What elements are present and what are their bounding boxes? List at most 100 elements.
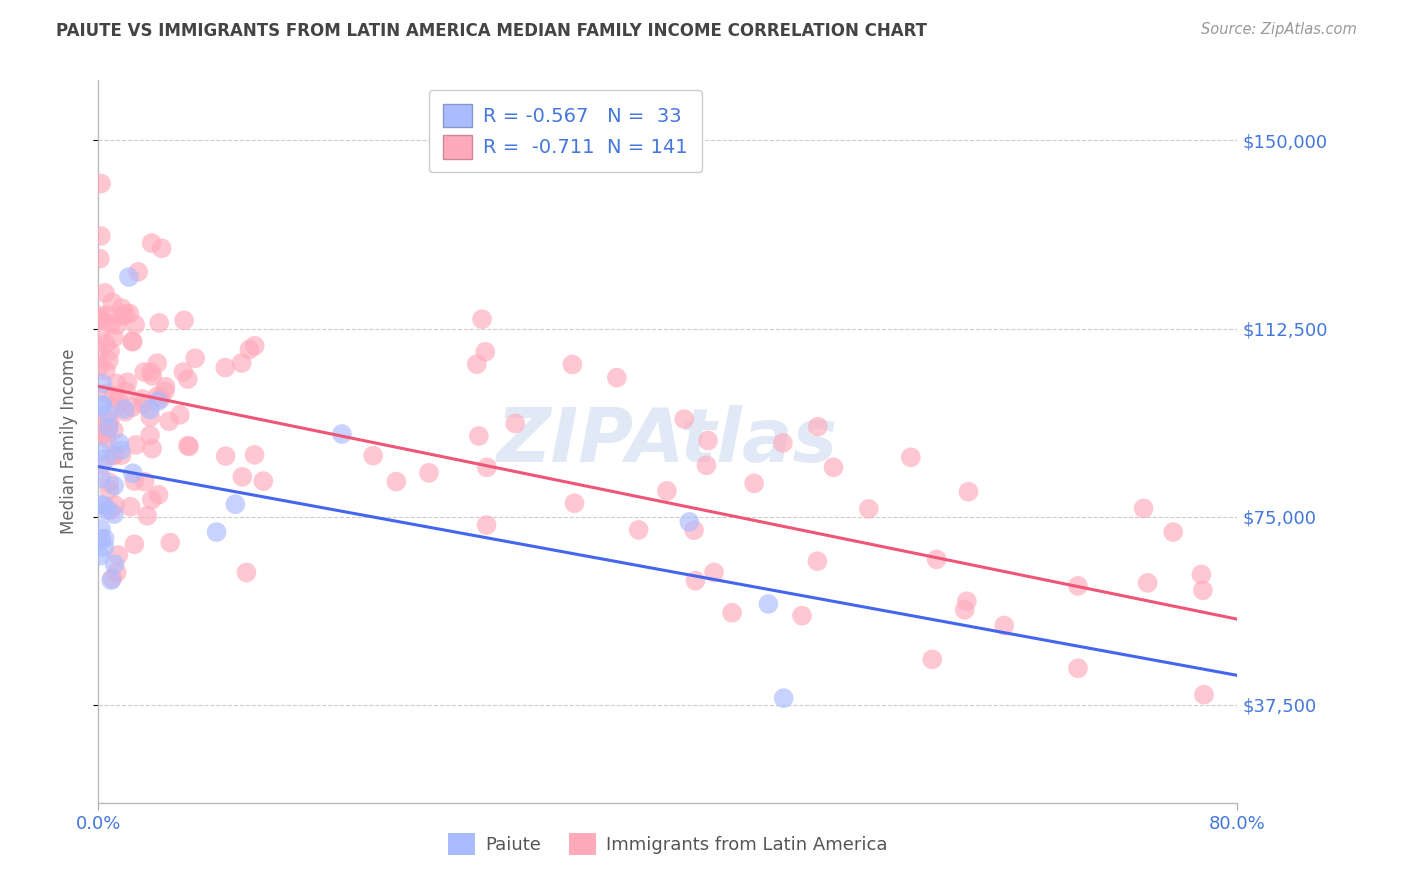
Point [149, 392, 172, 406]
Point [772, 691, 794, 706]
Point [89, 311, 111, 326]
Point [97, 353, 120, 368]
Point [105, 376, 128, 391]
Point [111, 309, 134, 323]
Point [98, 483, 121, 497]
Point [790, 608, 813, 623]
Point [90, 532, 112, 546]
Point [134, 365, 156, 379]
Point [103, 557, 125, 571]
Point [957, 484, 980, 499]
Point [98, 344, 121, 359]
Point [475, 518, 498, 533]
Point [124, 537, 146, 551]
Point [471, 312, 494, 326]
Point [89, 309, 111, 323]
Point [100, 503, 122, 517]
Point [108, 436, 131, 450]
Point [148, 488, 170, 502]
Point [1136, 575, 1159, 590]
Point [205, 524, 228, 539]
Point [146, 389, 169, 403]
Point [96, 503, 118, 517]
Point [91, 427, 114, 442]
Text: PAIUTE VS IMMIGRANTS FROM LATIN AMERICA MEDIAN FAMILY INCOME CORRELATION CHART: PAIUTE VS IMMIGRANTS FROM LATIN AMERICA … [56, 22, 927, 40]
Point [103, 331, 125, 345]
Point [89, 344, 111, 359]
Point [96, 386, 118, 401]
Point [96, 426, 118, 441]
Point [118, 307, 141, 321]
Point [148, 393, 170, 408]
Point [173, 313, 195, 327]
Point [993, 618, 1015, 632]
Point [141, 368, 163, 383]
Text: Source: ZipAtlas.com: Source: ZipAtlas.com [1201, 22, 1357, 37]
Point [235, 566, 257, 580]
Point [685, 574, 707, 588]
Point [97, 414, 120, 428]
Point [742, 476, 765, 491]
Point [806, 554, 828, 568]
Point [89, 497, 111, 511]
Point [114, 405, 136, 419]
Point [114, 402, 136, 417]
Point [139, 402, 162, 417]
Point [114, 307, 136, 321]
Point [721, 606, 744, 620]
Point [503, 417, 526, 431]
Point [184, 351, 207, 366]
Point [118, 270, 141, 285]
Point [104, 400, 127, 414]
Point [117, 375, 139, 389]
Point [110, 448, 132, 462]
Point [91, 376, 114, 391]
Point [361, 449, 384, 463]
Point [224, 497, 246, 511]
Point [772, 435, 794, 450]
Point [91, 397, 114, 411]
Text: ZIPAtlas: ZIPAtlas [498, 405, 838, 478]
Point [627, 523, 650, 537]
Point [858, 502, 880, 516]
Point [90, 177, 112, 191]
Point [139, 428, 162, 442]
Point [124, 318, 146, 332]
Point [94, 364, 117, 378]
Point [90, 458, 112, 472]
Point [900, 450, 922, 465]
Point [100, 573, 122, 587]
Point [105, 566, 128, 580]
Point [703, 566, 725, 580]
Point [121, 334, 143, 349]
Point [90, 471, 112, 485]
Point [252, 474, 274, 488]
Point [107, 548, 129, 562]
Point [655, 483, 678, 498]
Point [697, 434, 720, 448]
Point [807, 419, 830, 434]
Point [1161, 525, 1184, 540]
Point [179, 439, 201, 453]
Point [93, 532, 115, 546]
Point [121, 467, 143, 481]
Point [103, 447, 125, 461]
Point [169, 408, 191, 422]
Point [1067, 661, 1090, 675]
Point [89, 252, 111, 266]
Point [561, 358, 583, 372]
Point [120, 500, 142, 514]
Point [101, 571, 124, 585]
Point [136, 508, 159, 523]
Point [97, 407, 120, 421]
Point [103, 507, 125, 521]
Point [97, 420, 120, 434]
Point [231, 356, 253, 370]
Point [475, 460, 498, 475]
Point [330, 427, 353, 442]
Point [127, 265, 149, 279]
Point [141, 442, 163, 456]
Point [1189, 567, 1212, 582]
Point [177, 439, 200, 453]
Point [157, 414, 180, 428]
